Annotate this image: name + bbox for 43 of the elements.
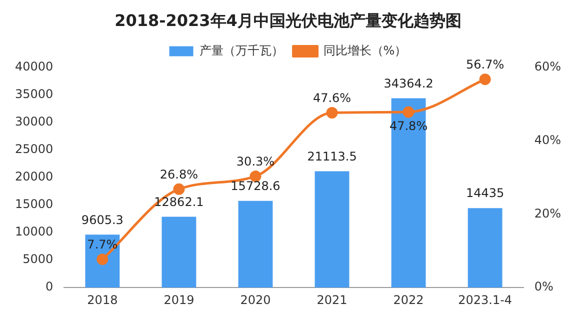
point <box>326 107 338 118</box>
data-label: 9605.3 <box>81 212 124 227</box>
bar <box>391 98 426 288</box>
y2-tick-label: 20% <box>534 206 561 220</box>
y-tick-label: 10000 <box>14 224 54 239</box>
x-tick-label: 2019 <box>164 292 194 307</box>
point <box>402 106 414 118</box>
x-tick-label: 2022 <box>393 292 424 307</box>
x-tick-label: 2021 <box>316 292 348 307</box>
data-label: 7.7% <box>87 237 118 252</box>
y-tick-label: 0 <box>46 280 54 294</box>
bar <box>314 171 350 288</box>
bar <box>468 208 502 288</box>
y2-tick-label: 60% <box>534 59 561 74</box>
y2-tick-label: 0% <box>534 280 554 294</box>
legend-label: 产量（万千瓦） <box>199 43 284 58</box>
chart-title: 2018-2023年4月中国光伏电池产量变化趋势图 <box>114 10 462 30</box>
point <box>479 74 491 86</box>
legend-label: 同比增长（%） <box>323 43 407 58</box>
data-label: 56.7% <box>466 57 504 72</box>
bar <box>162 216 196 288</box>
data-label: 47.6% <box>312 90 352 105</box>
data-label: 21113.5 <box>307 149 357 164</box>
data-label: 30.3% <box>236 154 275 168</box>
x-tick-label: 2020 <box>240 292 271 307</box>
y-tick-label: 20000 <box>14 170 54 184</box>
y-tick-label: 15000 <box>14 197 54 212</box>
bar <box>85 234 120 288</box>
data-label: 14435 <box>466 186 504 200</box>
x-tick-label: 2023.1-4 <box>458 292 512 307</box>
point <box>173 183 185 195</box>
y-tick-label: 40000 <box>14 59 54 74</box>
y-tick-label: 35000 <box>14 86 54 101</box>
data-label: 15728.6 <box>230 179 280 194</box>
y-tick-label: 30000 <box>14 114 54 128</box>
x-tick-label: 2018 <box>87 292 118 307</box>
bar <box>238 200 273 288</box>
point <box>96 254 108 266</box>
data-label: 34364.2 <box>384 76 434 90</box>
y-tick-label: 5000 <box>22 252 54 266</box>
data-label: 26.8% <box>160 167 198 182</box>
y-tick-label: 25000 <box>14 142 54 156</box>
y2-tick-label: 40% <box>534 132 561 147</box>
